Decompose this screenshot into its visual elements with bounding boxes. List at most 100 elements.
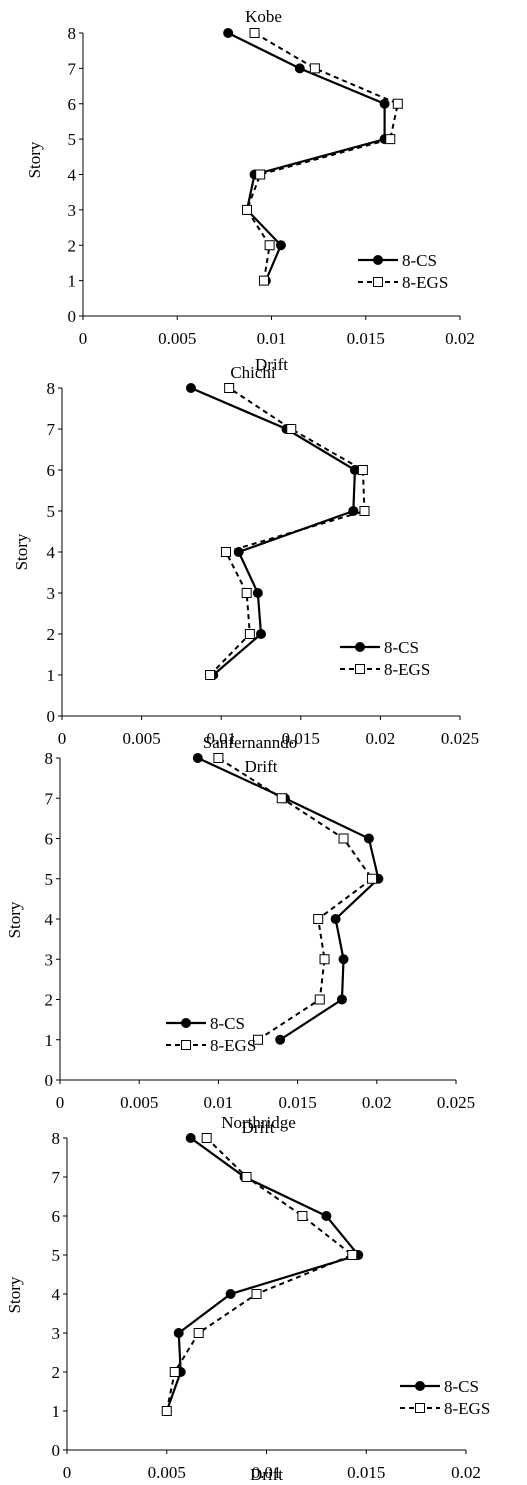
data-point [255,169,266,180]
data-point [241,204,252,215]
x-tick-label: 0 [56,1093,65,1112]
chart-title: Chichi [230,363,276,382]
data-point [330,914,341,924]
y-tick-label: 6 [52,1207,61,1226]
legend-label: 8-CS [402,251,437,270]
data-point [379,98,390,109]
legend-marker [355,642,365,652]
series-line [245,32,399,281]
data-point [297,1211,308,1221]
legend-marker [373,277,383,287]
x-tick-label: 0.015 [347,1463,385,1482]
series-8-CS [165,1137,361,1412]
series-line [209,387,366,676]
data-point [309,63,320,74]
y-tick-label: 5 [68,130,77,149]
legend-marker [415,1403,425,1413]
series-line [165,1137,361,1412]
chart-title: Sanfernanndo [203,733,297,752]
data-point [313,914,324,924]
series-8-CS [197,757,380,1041]
series-8-CS [190,386,357,676]
y-tick-label: 6 [47,461,56,480]
x-tick-label: 0.02 [362,1093,392,1112]
chart-title: Northridge [221,1113,296,1132]
data-point [173,1328,184,1338]
data-point [225,1289,236,1299]
y-tick-label: 4 [45,910,54,929]
legend-marker [181,1040,191,1050]
series-line [227,32,386,282]
series-markers-8-EGS [213,753,378,1045]
chart-title: Kobe [245,7,282,26]
legend-label: 8-CS [444,1377,479,1396]
legend-marker [373,255,383,265]
data-point [223,28,234,38]
y-tick-label: 2 [45,991,54,1010]
y-tick-label: 4 [52,1285,61,1304]
series-8-EGS [209,387,366,676]
x-tick-label: 0.005 [120,1093,158,1112]
y-tick-label: 3 [68,201,77,220]
y-tick-label: 1 [47,666,56,685]
y-tick-label: 1 [68,272,77,291]
y-tick-label: 5 [45,870,54,889]
y-tick-label: 8 [45,749,54,768]
data-point [357,465,368,475]
x-tick-label: 0.02 [445,329,475,348]
legend: 8-CS 8-EGS [340,638,430,679]
x-tick-label: 0.01 [257,329,287,348]
y-tick-label: 3 [47,584,56,603]
x-tick-label: 0.01 [206,729,236,748]
x-tick-label: 0.025 [437,1093,475,1112]
data-point [185,383,196,393]
series-line [165,1137,355,1412]
y-tick-label: 8 [47,379,56,398]
legend-label: 8-EGS [444,1399,490,1418]
data-point [294,63,305,74]
x-tick-label: 0 [79,329,88,348]
series-markers-8-EGS [205,383,370,680]
data-point [205,670,216,680]
series-markers-8-EGS [161,1133,358,1416]
y-tick-label: 1 [52,1402,61,1421]
series-markers-8-CS [161,1133,364,1416]
y-tick-label: 3 [52,1324,61,1343]
data-point [347,1250,358,1260]
legend-label: 8-EGS [210,1036,256,1055]
data-point [336,994,347,1005]
data-point [253,1034,263,1045]
data-point [185,1133,196,1143]
data-point [241,588,252,598]
x-axis-label: Drift [241,1118,274,1137]
data-point [252,588,263,598]
x-tick-label: 0 [58,729,67,748]
data-point [192,753,203,763]
legend-marker [415,1381,425,1391]
legend-label: 8-EGS [402,273,448,292]
legend: 8-CS 8-EGS [358,251,448,292]
y-tick-label: 7 [68,59,77,78]
data-point [201,1133,212,1143]
y-tick-label: 1 [45,1031,54,1050]
x-tick-label: 0.015 [347,329,385,348]
series-8-CS [227,32,386,282]
legend: 8-CS 8-EGS [166,1014,256,1055]
legend-label: 8-EGS [384,660,430,679]
series-markers-8-CS [192,753,384,1045]
data-point [359,506,370,516]
series-line [190,386,357,676]
data-point [363,833,374,844]
data-point [338,833,349,844]
data-point [348,506,359,516]
data-point [161,1406,172,1416]
data-point [213,753,224,763]
data-point [314,994,325,1005]
y-tick-label: 2 [47,625,56,644]
x-axis-label: Drift [250,1465,283,1484]
y-tick-label: 5 [47,502,56,521]
data-point [286,424,297,434]
chart-panel-3: 0 1 2 3 4 5 6 7 8 0 0.005 0.01 0.015 0.02 0.025 Sanfern… [5,733,475,1137]
legend: 8-CS 8-EGS [400,1377,490,1418]
